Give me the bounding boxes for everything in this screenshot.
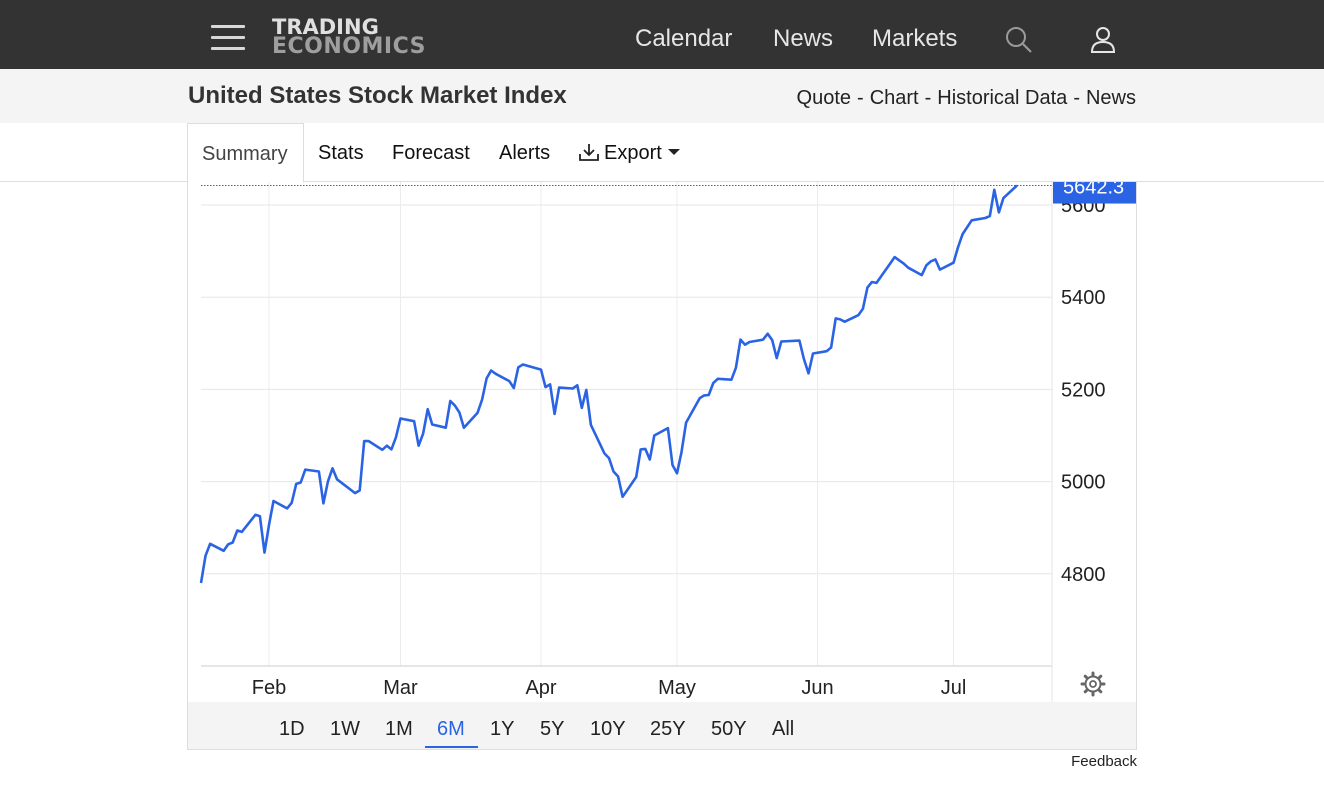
y-tick-label: 5400 [1061, 287, 1106, 309]
range-active-indicator [425, 746, 478, 748]
tab-export[interactable]: Export [578, 142, 680, 165]
x-tick-label: Apr [525, 677, 556, 699]
logo-line-2: ECONOMICS [272, 34, 426, 59]
y-tick-label: 4800 [1061, 564, 1106, 586]
range-5y[interactable]: 5Y [540, 718, 565, 740]
site-logo[interactable]: TRADING ECONOMICS [272, 15, 426, 59]
link-news[interactable]: News [1085, 87, 1136, 109]
nav-news[interactable]: News [773, 25, 834, 52]
top-navbar: TRADING ECONOMICS Calendar News Markets [0, 0, 1324, 69]
quick-links: Quote - Chart - Historical Data - News [796, 87, 1136, 109]
x-tick-label: Jul [941, 677, 967, 699]
page-header: United States Stock Market Index Quote - C… [0, 69, 1324, 123]
line-chart[interactable]: Feb Mar Apr May Jun Jul 48005000520054005600 … [187, 182, 1137, 702]
chevron-down-icon [667, 149, 680, 156]
range-50y[interactable]: 50Y [711, 718, 747, 740]
export-label: Export [604, 142, 662, 164]
nav-markets[interactable]: Markets [872, 25, 958, 52]
range-25y[interactable]: 25Y [650, 718, 686, 740]
y-tick-label: 5200 [1061, 379, 1106, 401]
menu-icon[interactable] [211, 25, 245, 51]
search-icon[interactable] [1004, 25, 1034, 55]
link-quote[interactable]: Quote [796, 87, 852, 109]
page-title: United States Stock Market Index [188, 82, 567, 109]
download-icon [579, 144, 599, 161]
link-historical-data[interactable]: Historical Data [937, 87, 1068, 109]
series-line [199, 184, 1018, 584]
range-1w[interactable]: 1W [330, 718, 360, 740]
x-tick-label: Jun [801, 677, 833, 699]
range-all[interactable]: All [772, 718, 795, 740]
y-tick-label: 5000 [1061, 472, 1106, 494]
nav-calendar[interactable]: Calendar [635, 25, 733, 52]
chart-panel [187, 182, 1137, 750]
range-6m[interactable]: 6M [437, 718, 465, 740]
settings-gear-icon[interactable] [1080, 671, 1106, 697]
x-tick-label: Mar [383, 677, 418, 699]
range-10y[interactable]: 10Y [590, 718, 626, 740]
feedback-link[interactable]: Feedback [1071, 753, 1137, 770]
tab-summary[interactable]: Summary [187, 123, 304, 183]
tab-alerts[interactable]: Alerts [499, 142, 551, 164]
last-value-badge: 5642.3 [1053, 182, 1136, 204]
range-1m[interactable]: 1M [385, 718, 413, 740]
range-selector: 1D 1W 1M 6M 1Y 5Y 10Y 25Y 50Y All [188, 702, 1136, 749]
x-tick-label: May [658, 677, 696, 699]
link-chart[interactable]: Chart [869, 87, 919, 109]
range-1d[interactable]: 1D [279, 718, 305, 740]
chart-tabs: Summary Stats Forecast Alerts Export [0, 123, 1324, 183]
tab-forecast[interactable]: Forecast [392, 142, 470, 164]
range-1y[interactable]: 1Y [490, 718, 515, 740]
tab-stats[interactable]: Stats [318, 142, 364, 164]
x-tick-label: Feb [252, 677, 286, 699]
logo-line-1: TRADING [272, 15, 379, 39]
user-icon[interactable] [1089, 25, 1119, 55]
last-value-label: 5642.3 [1063, 182, 1124, 199]
